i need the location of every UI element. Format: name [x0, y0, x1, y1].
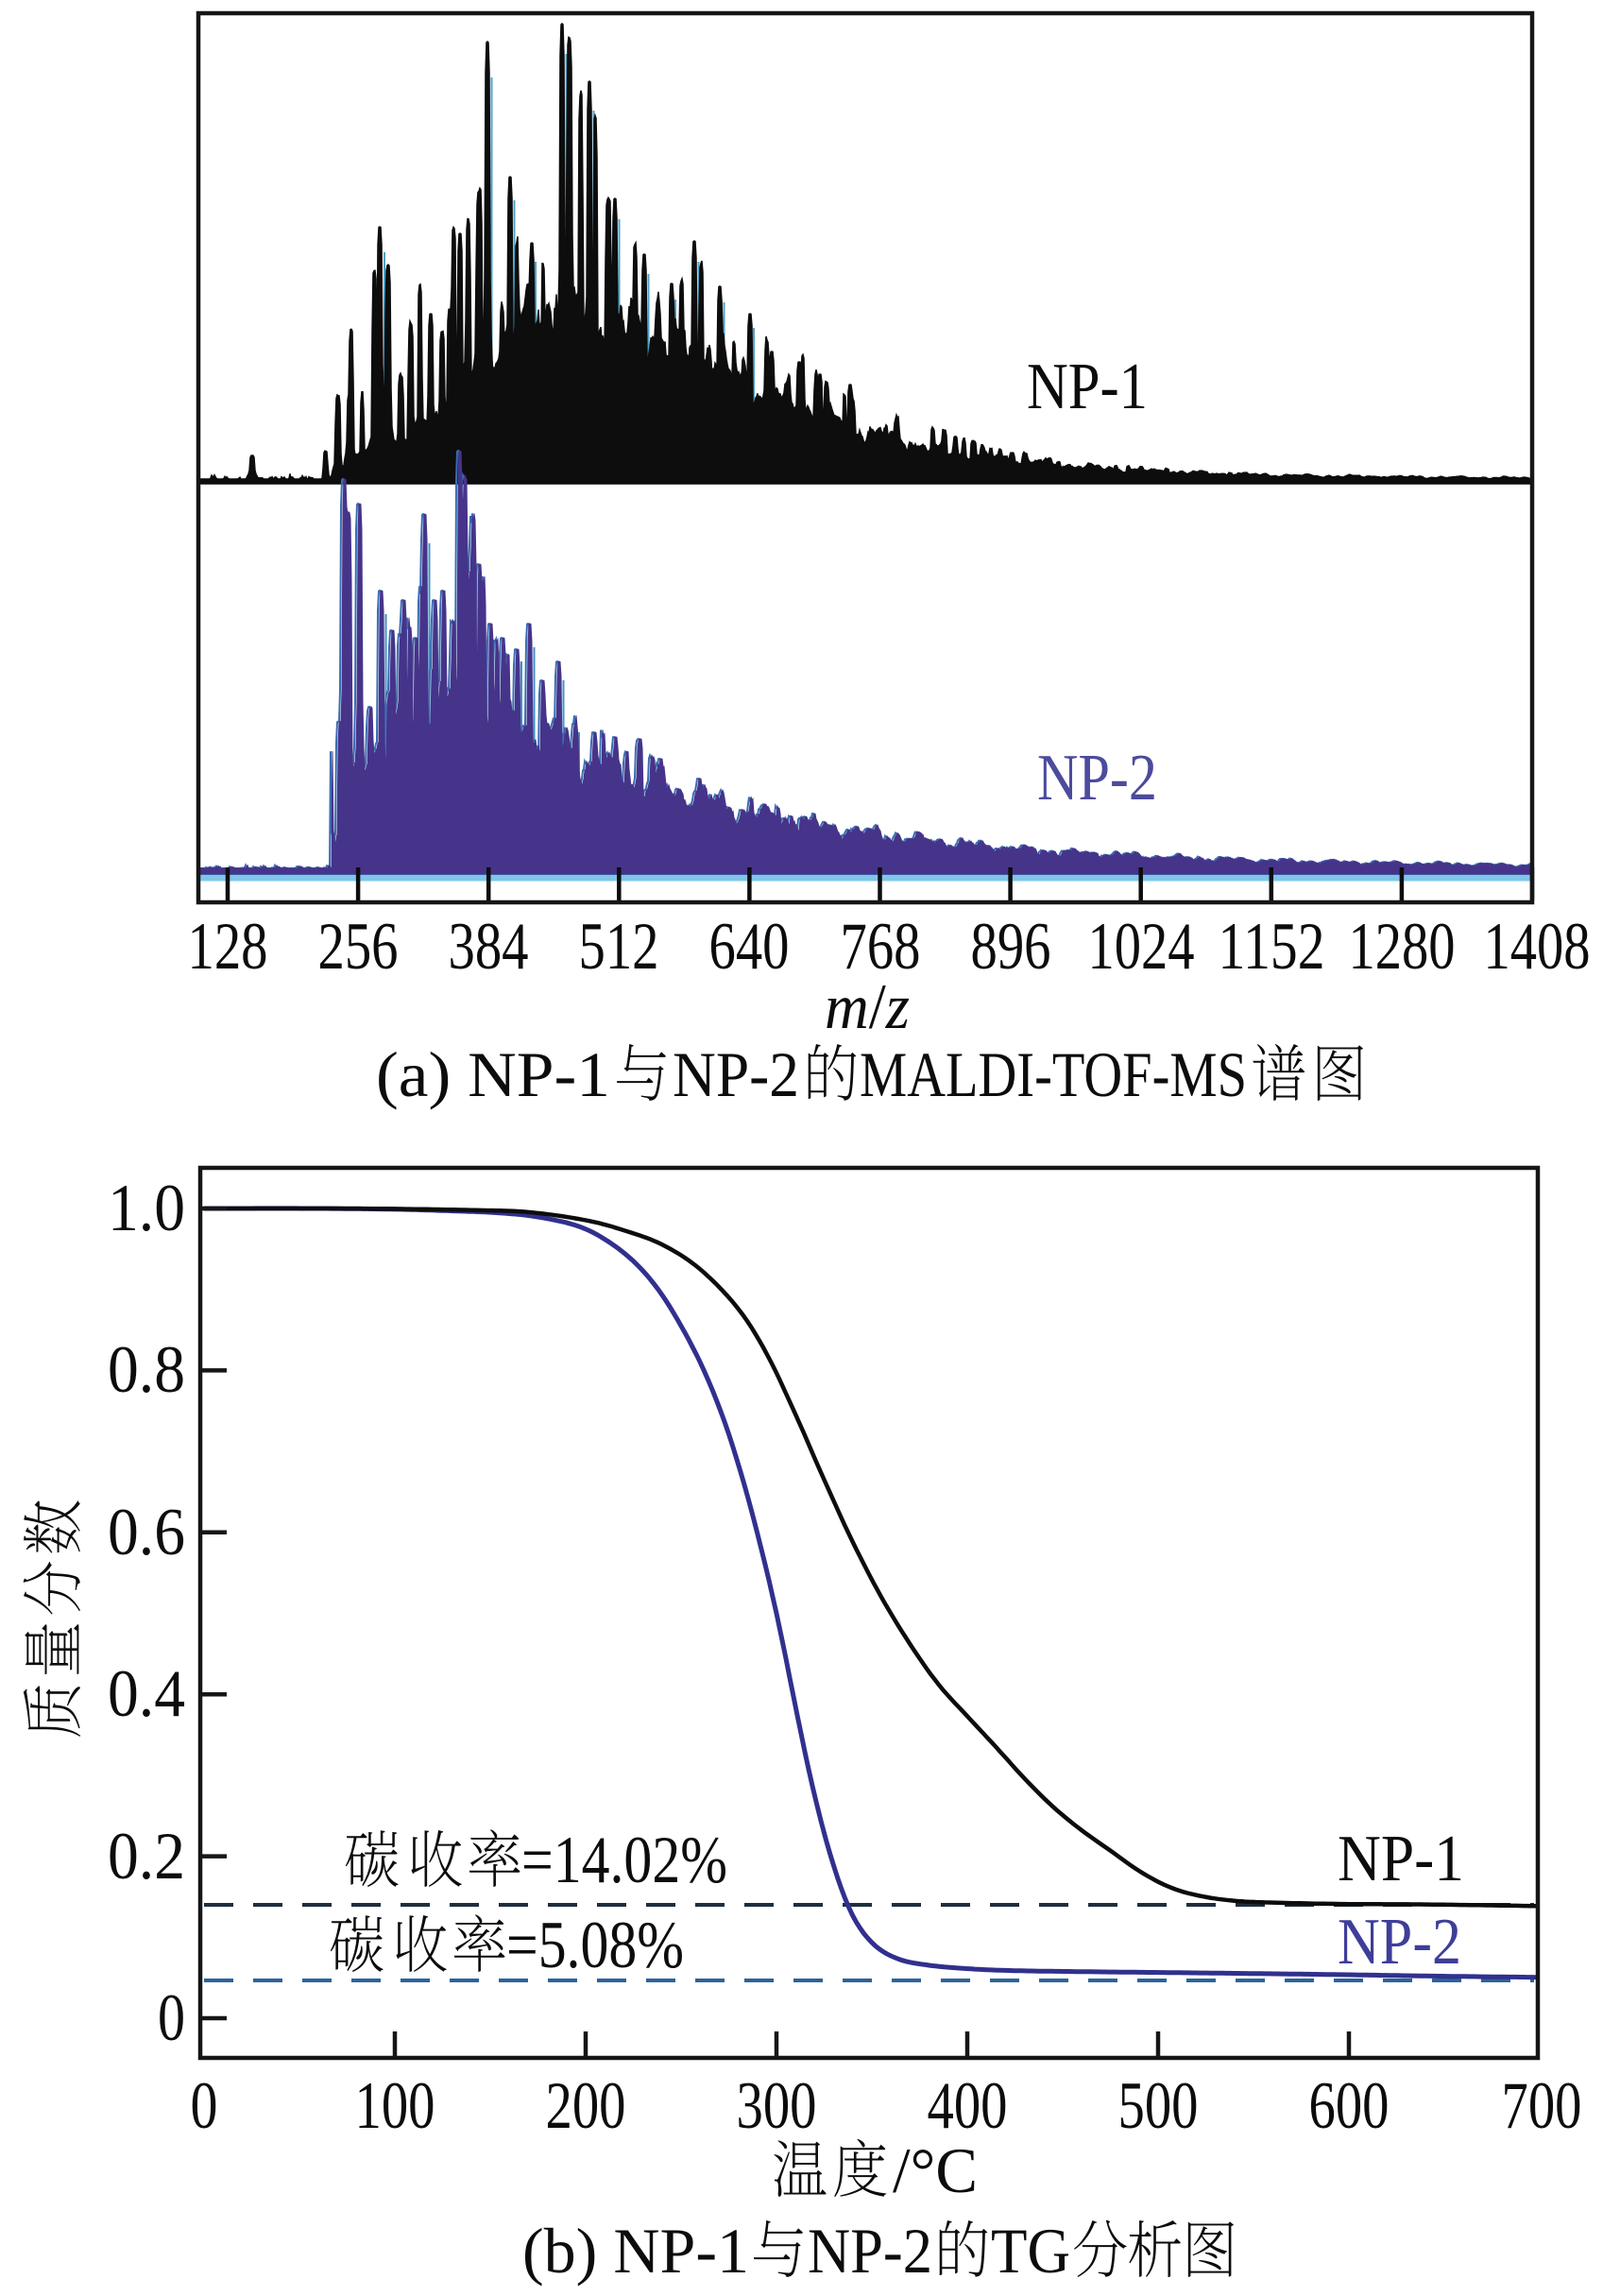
svg-text:768: 768 [841, 910, 921, 984]
svg-text:0.6: 0.6 [108, 1496, 185, 1569]
svg-text:200: 200 [546, 2069, 626, 2143]
svg-text:128: 128 [188, 910, 268, 984]
svg-text:100: 100 [355, 2069, 435, 2143]
svg-text:/°C: /°C [893, 2134, 978, 2206]
svg-text:500: 500 [1118, 2069, 1199, 2143]
svg-text:m/z: m/z [825, 970, 910, 1042]
svg-text:NP-2: NP-2 [1338, 1906, 1461, 1979]
svg-text:600: 600 [1309, 2069, 1390, 2143]
svg-text:700: 700 [1502, 2069, 1582, 2143]
svg-text:0.8: 0.8 [108, 1333, 185, 1407]
svg-text:512: 512 [579, 910, 659, 984]
svg-text:1152: 1152 [1219, 910, 1325, 984]
svg-text:TG: TG [991, 2215, 1070, 2287]
svg-text:0: 0 [191, 2069, 218, 2143]
svg-text:400: 400 [928, 2069, 1008, 2143]
svg-text:1280: 1280 [1349, 910, 1456, 984]
svg-text:0: 0 [158, 1981, 185, 2055]
svg-text:(b) NP-1: (b) NP-1 [522, 2215, 749, 2287]
svg-text:MALDI-TOF-MS: MALDI-TOF-MS [860, 1038, 1247, 1110]
svg-text:NP-2: NP-2 [673, 1038, 799, 1110]
svg-text:384: 384 [449, 910, 529, 984]
svg-text:300: 300 [737, 2069, 817, 2143]
svg-text:0.2: 0.2 [108, 1820, 185, 1893]
svg-text:256: 256 [318, 910, 399, 984]
svg-text:1.0: 1.0 [108, 1172, 185, 1245]
svg-text:896: 896 [971, 910, 1051, 984]
svg-text:1408: 1408 [1484, 910, 1591, 984]
svg-text:640: 640 [709, 910, 790, 984]
svg-text:0.4: 0.4 [108, 1657, 185, 1731]
svg-text:(a) NP-1: (a) NP-1 [376, 1038, 610, 1110]
svg-text:=5.08%: =5.08% [506, 1909, 684, 1982]
svg-text:NP-1: NP-1 [1027, 351, 1148, 423]
svg-text:NP-2: NP-2 [1037, 742, 1157, 814]
svg-text:NP-2: NP-2 [808, 2215, 932, 2287]
svg-text:NP-1: NP-1 [1338, 1823, 1464, 1895]
svg-text:1024: 1024 [1088, 910, 1195, 984]
svg-text:=14.02%: =14.02% [521, 1824, 727, 1897]
